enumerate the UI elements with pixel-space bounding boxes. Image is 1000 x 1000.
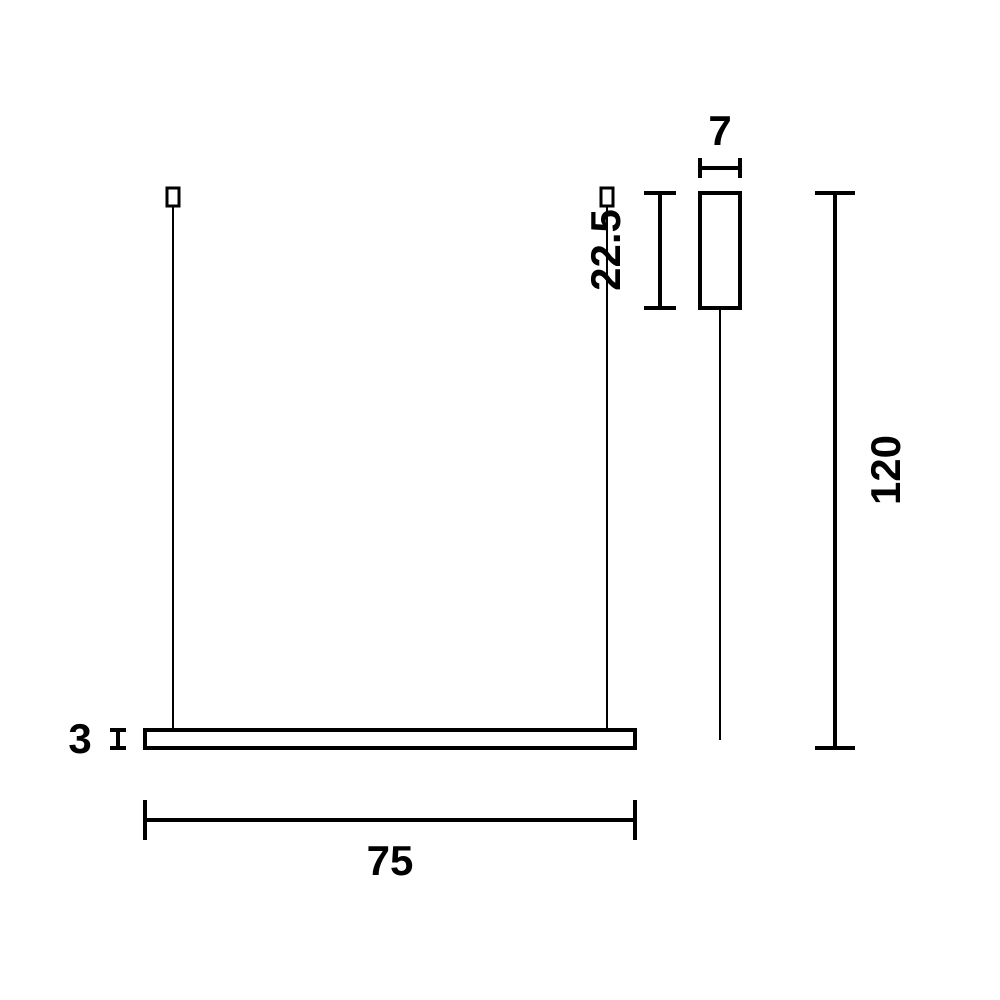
mount-left <box>167 188 179 206</box>
label-75: 75 <box>367 837 414 884</box>
dim-7: 7 <box>700 107 740 178</box>
label-3: 3 <box>68 715 91 762</box>
mount-right <box>601 188 613 206</box>
lamp-bar <box>145 730 635 748</box>
label-22-5: 22.5 <box>582 209 629 291</box>
dim-120: 120 <box>815 193 909 748</box>
label-120: 120 <box>862 435 909 505</box>
dim-22-5: 22.5 <box>582 193 676 308</box>
dimension-diagram: 75 120 22.5 7 3 <box>0 0 1000 1000</box>
driver-box <box>700 193 740 308</box>
dim-3: 3 <box>68 715 126 762</box>
dim-75: 75 <box>145 800 635 884</box>
label-7: 7 <box>708 107 731 154</box>
